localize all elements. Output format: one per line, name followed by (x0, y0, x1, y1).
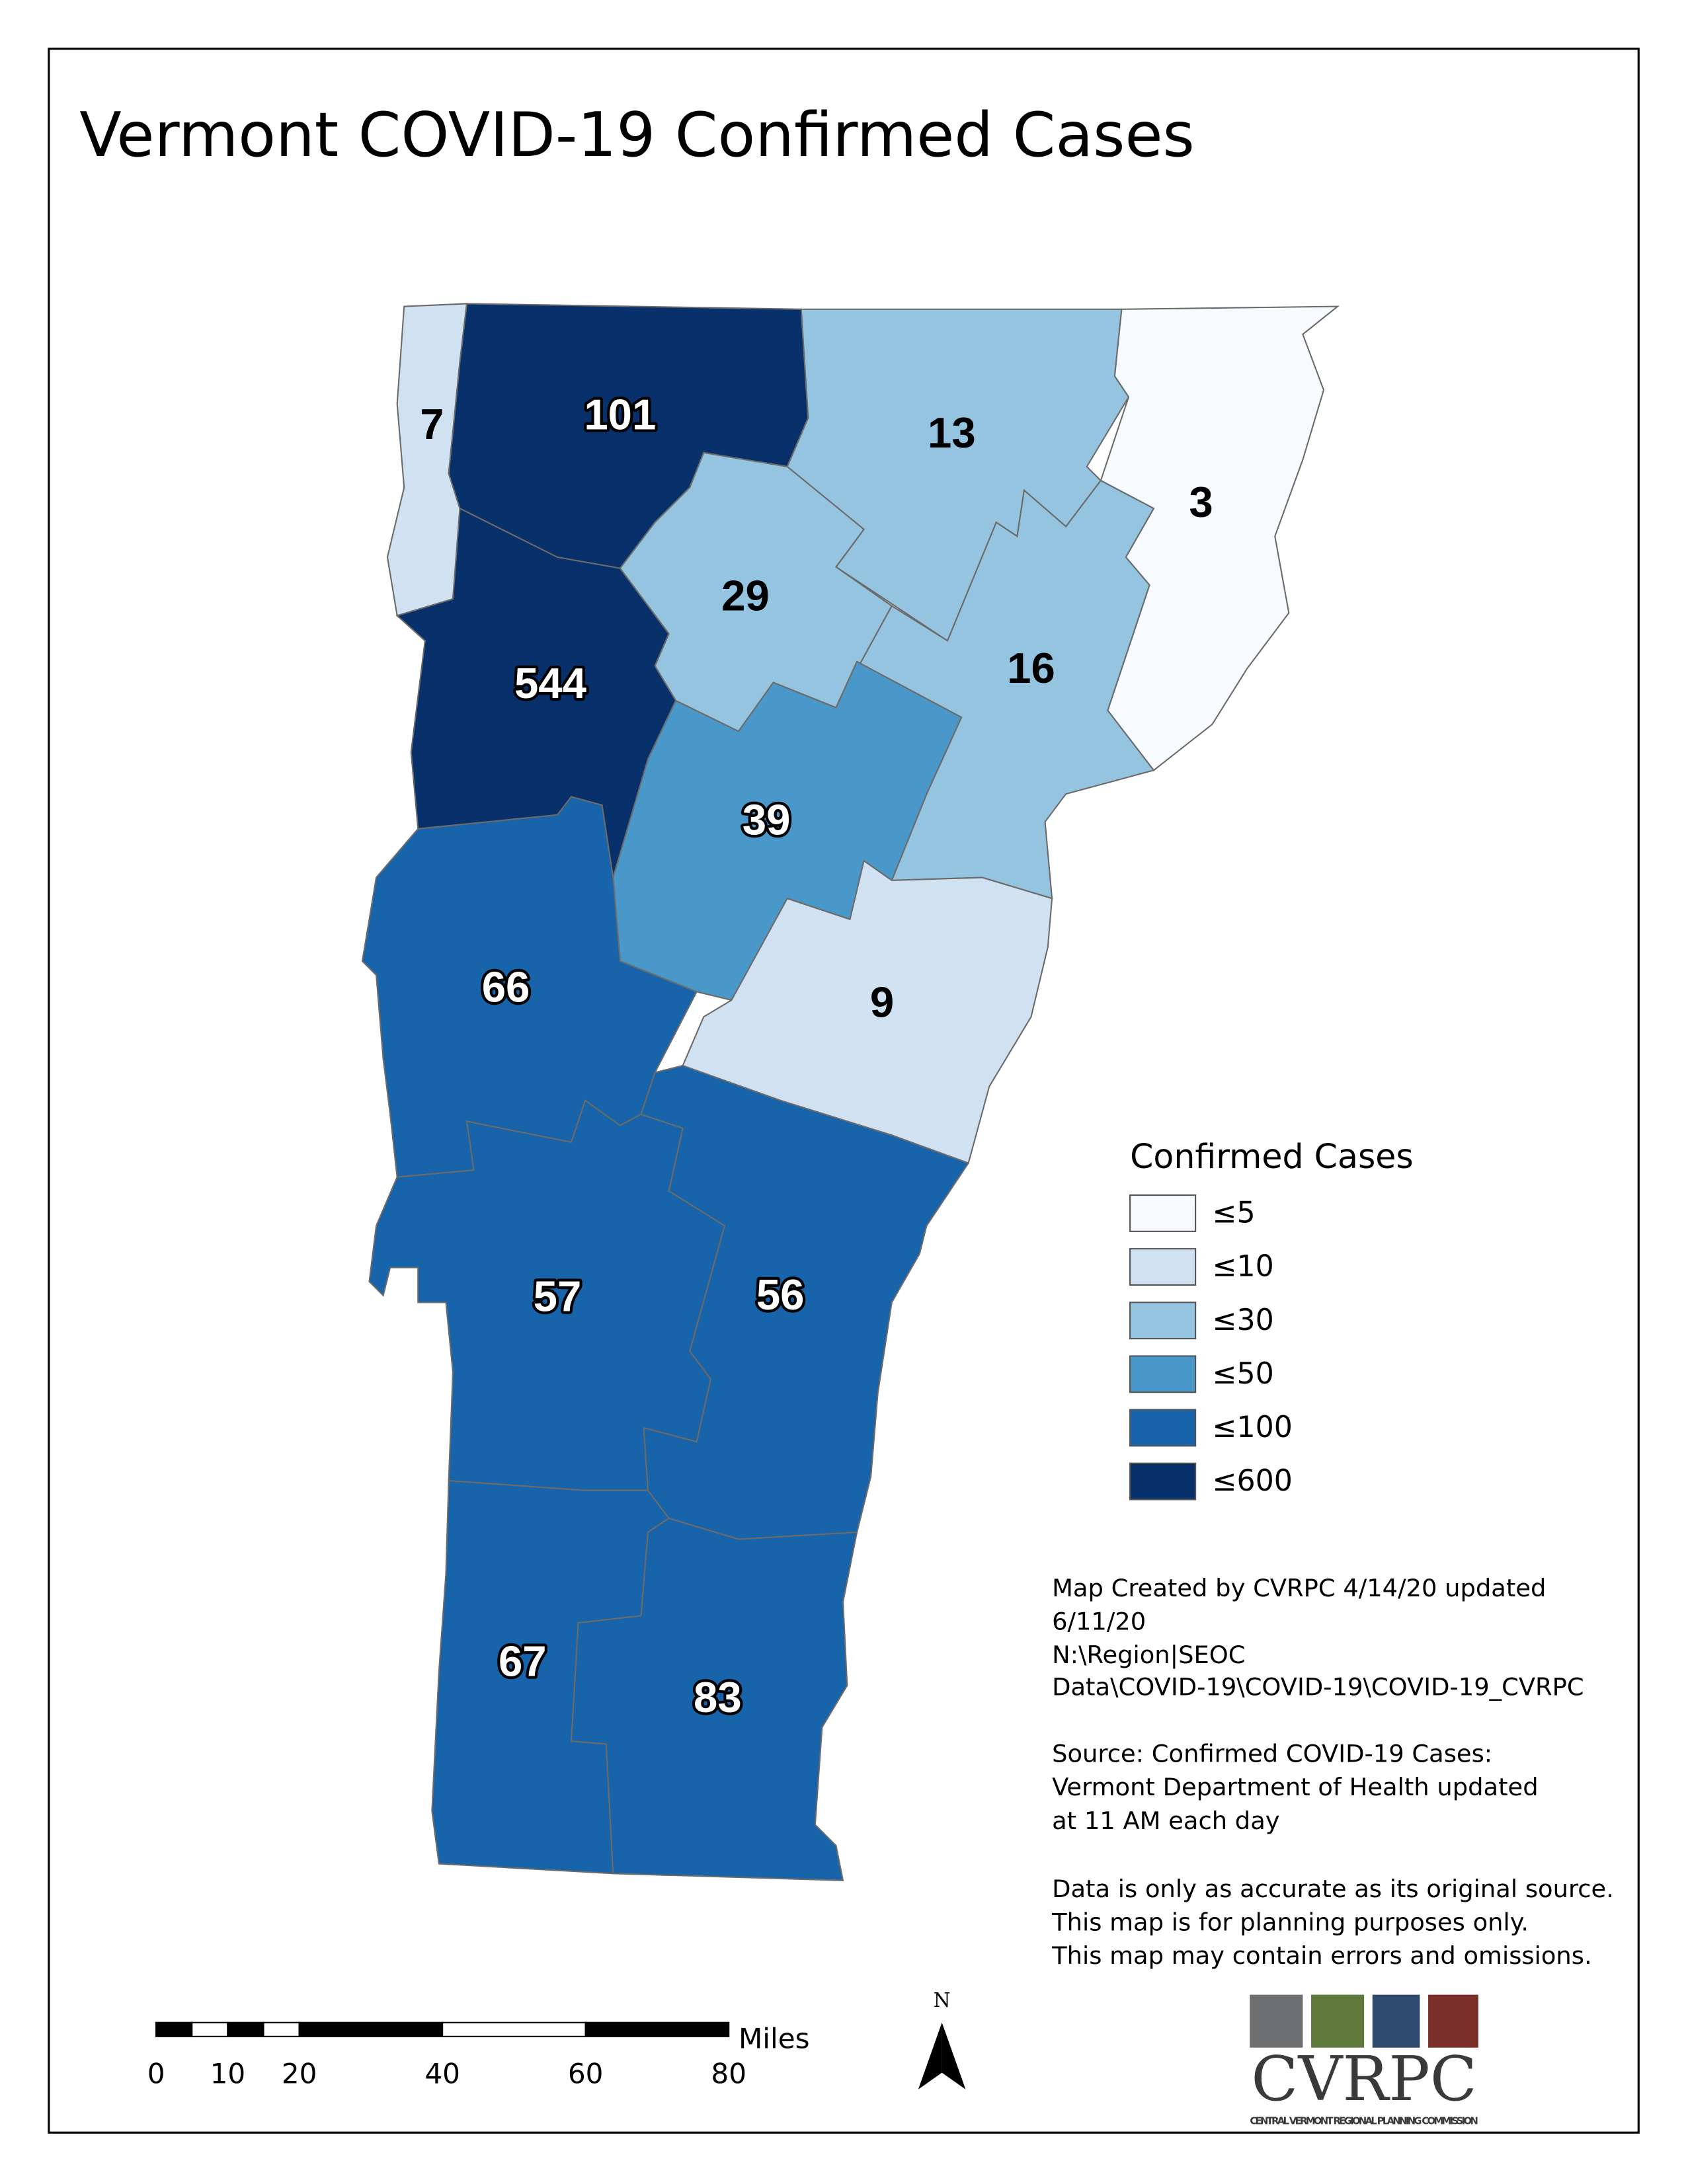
legend: ≤5 ≤10 ≤30 ≤50 ≤100 ≤600 (1129, 1194, 1293, 1501)
legend-label: ≤100 (1212, 1411, 1293, 1444)
region-labels: 7 101 13 3 29 16 544 39 9 66 56 57 67 83 (420, 387, 1213, 1724)
region-label: 9 (870, 978, 894, 1027)
region-label: 39 (743, 796, 791, 844)
note-line: Source: Confirmed COVID-19 Cases: (1052, 1740, 1492, 1768)
legend-swatch (1129, 1302, 1197, 1340)
region-label: 67 (499, 1637, 547, 1685)
region-label: 29 (721, 571, 770, 619)
regions (361, 303, 1340, 1881)
logo-block (1372, 1994, 1420, 2048)
county (368, 1099, 726, 1491)
scale-segment (298, 2021, 444, 2037)
note-line: This map may contain errors and omission… (1051, 1941, 1592, 1970)
scale-unit: Miles (739, 2023, 810, 2055)
legend-title: Confirmed Cases (1130, 1137, 1414, 1176)
logo-block (1250, 1994, 1303, 2048)
scale-segment (584, 2021, 730, 2037)
legend-swatch (1129, 1409, 1197, 1447)
logo-subtitle: CENTRAL VERMONT REGIONAL PLANNING COMMIS… (1250, 2115, 1478, 2126)
scale-segment (155, 2021, 193, 2037)
scale-segment (442, 2021, 586, 2037)
county (570, 1517, 858, 1881)
region-label: 544 (514, 659, 586, 707)
logo-block (1428, 1994, 1478, 2048)
note-line: Data\COVID-19\COVID-19\COVID-19_CVRPC (1052, 1673, 1584, 1701)
region-label: 13 (928, 409, 976, 457)
north-arrow-left (918, 2022, 942, 2089)
notes: Map Created by CVRPC 4/14/20 updated 6/11… (1051, 1574, 1614, 1970)
scale-tick-label: 20 (282, 2057, 317, 2089)
legend-label: ≤10 (1212, 1250, 1273, 1284)
note-line: This map is for planning purposes only. (1051, 1908, 1529, 1937)
scale-tick-label: 0 (147, 2057, 165, 2089)
logo-name: CVRPC (1251, 2043, 1476, 2115)
note-line: Map Created by CVRPC 4/14/20 updated (1052, 1574, 1546, 1602)
legend-label: ≤30 (1212, 1304, 1273, 1337)
scale-tick-label: 40 (424, 2057, 460, 2089)
note-line: at 11 AM each day (1052, 1807, 1280, 1835)
legend-label: ≤50 (1212, 1357, 1273, 1391)
legend-swatch (1129, 1248, 1197, 1286)
logo-block (1311, 1994, 1365, 2048)
scale-tick-label: 80 (711, 2057, 746, 2089)
county (1100, 305, 1340, 771)
scale-segment (227, 2021, 264, 2037)
region-label: 66 (482, 963, 530, 1011)
legend-swatch (1129, 1462, 1197, 1501)
note-line: N:\Region|SEOC (1052, 1641, 1245, 1670)
region-label: 83 (694, 1673, 742, 1721)
logo: CVRPC CENTRAL VERMONT REGIONAL PLANNING … (1250, 1994, 1478, 2126)
scale-segment (262, 2021, 300, 2037)
note-line: Data is only as accurate as its original… (1052, 1875, 1614, 1903)
region-label: 57 (534, 1272, 582, 1320)
scale-segment (191, 2021, 229, 2037)
legend-label: ≤600 (1212, 1464, 1293, 1498)
legend-label: ≤5 (1212, 1196, 1255, 1230)
note-line: Vermont Department of Health updated (1052, 1773, 1539, 1801)
region-label: 16 (1007, 644, 1055, 692)
north-label: N (934, 1989, 951, 2011)
legend-swatch (1129, 1194, 1197, 1232)
legend-swatch (1129, 1355, 1197, 1393)
region-label: 56 (756, 1270, 805, 1319)
scale-tick-label: 60 (568, 2057, 604, 2089)
note-line: 6/11/20 (1052, 1607, 1146, 1635)
region-label: 7 (420, 400, 444, 448)
region-label: 3 (1189, 478, 1213, 526)
map-title: Vermont COVID-19 Confirmed Cases (79, 99, 1195, 171)
region-label: 101 (584, 390, 656, 438)
scale-tick-label: 10 (210, 2057, 246, 2089)
